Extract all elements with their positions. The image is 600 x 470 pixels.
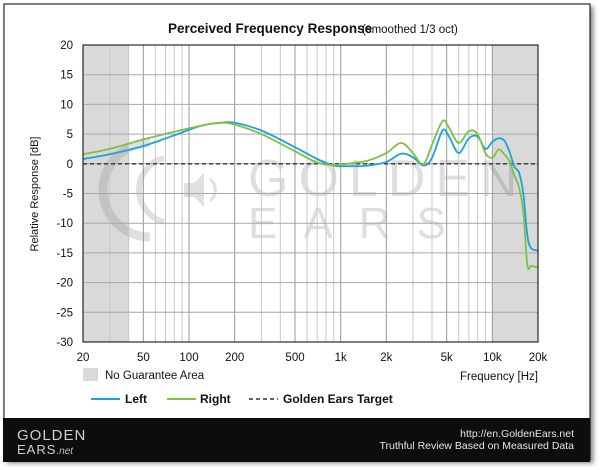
y-tick-label: 20	[60, 40, 73, 52]
x-tick-label: 100	[179, 352, 198, 364]
watermark-speaker-icon	[184, 173, 204, 207]
series-lines	[82, 119, 539, 270]
y-tick-label: -20	[56, 278, 73, 290]
footer-logo-net: .net	[56, 446, 74, 457]
y-axis-label: Relative Response [dB]	[29, 137, 41, 252]
x-tick-label: 20	[77, 352, 90, 364]
legend-label-right: Right	[200, 392, 231, 406]
tick-labels: 20 50 100 200 500 1k 2k 5k 10k 20k20151050-5-10-1…	[56, 40, 547, 364]
y-tick-label: 10	[60, 99, 73, 111]
legend-label-left: Left	[125, 392, 147, 406]
x-tick-label: 1k	[335, 352, 347, 364]
gridlines	[82, 44, 539, 343]
chart-title: Perceived Frequency Response	[168, 21, 373, 36]
y-tick-label: 0	[67, 159, 73, 171]
x-tick-label: 10k	[483, 352, 502, 364]
x-tick-label: 200	[225, 352, 244, 364]
footer-tagline: Truthful Review Based on Measured Data	[379, 440, 574, 452]
x-axis-label: Frequency [Hz]	[460, 371, 538, 383]
series-line-right	[82, 119, 539, 270]
watermark-wave-icon	[208, 177, 217, 203]
x-tick-label: 50	[137, 352, 150, 364]
plot-border	[82, 44, 539, 343]
footer-logo-line2: EARS	[17, 442, 57, 457]
y-tick-label: -5	[63, 189, 73, 201]
y-tick-label: -30	[56, 337, 73, 349]
y-tick-label: 5	[67, 129, 73, 141]
x-tick-label: 5k	[441, 352, 453, 364]
y-tick-label: -10	[56, 218, 73, 230]
series-line-left	[82, 121, 539, 252]
footer-bar: GOLDEN EARS.net http://en.GoldenEars.net…	[3, 418, 590, 462]
footer-url[interactable]: http://en.GoldenEars.net	[460, 428, 574, 440]
x-tick-label: 20k	[529, 352, 548, 364]
footer-logo: GOLDEN EARS.net	[17, 428, 86, 459]
footer-info: http://en.GoldenEars.net Truthful Review…	[379, 428, 574, 452]
x-tick-label: 500	[285, 352, 304, 364]
watermark-ear-icon-inner	[136, 155, 165, 225]
no-guarantee-label: No Guarantee Area	[105, 370, 205, 382]
y-tick-label: 15	[60, 70, 73, 82]
legend: Left Right Golden Ears Target	[91, 392, 393, 406]
watermark-ear-icon	[98, 138, 151, 242]
watermark-text-golden: GOLDEN	[248, 150, 528, 208]
y-tick-label: -25	[56, 307, 73, 319]
footer-logo-line1: GOLDEN	[17, 427, 87, 444]
chart-subtitle: (smoothed 1/3 oct)	[362, 24, 458, 36]
legend-label-target: Golden Ears Target	[283, 392, 393, 406]
no-guarantee-swatch	[83, 368, 98, 381]
y-tick-label: -15	[56, 248, 73, 260]
x-tick-label: 2k	[380, 352, 392, 364]
